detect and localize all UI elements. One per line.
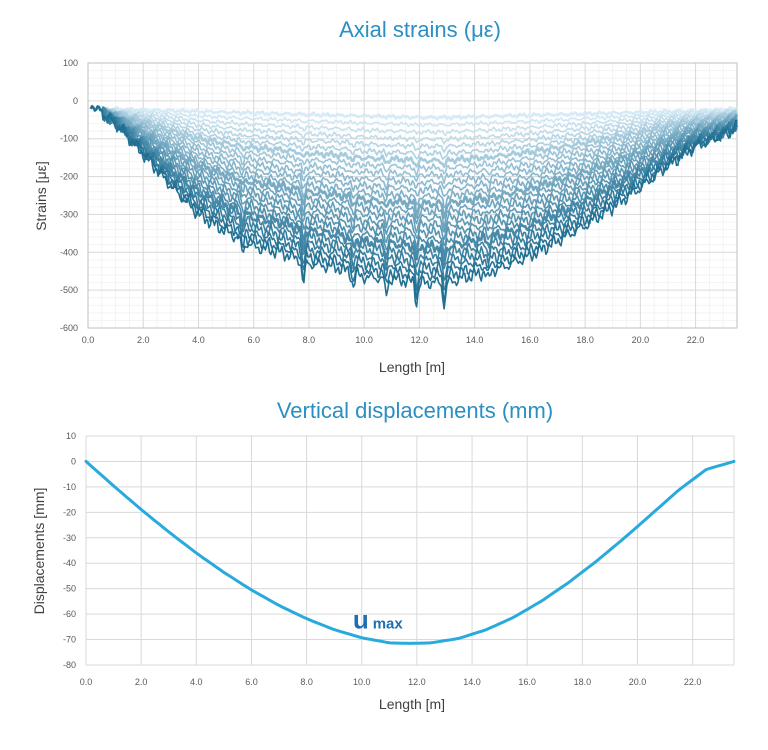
strain-series-line [90,105,738,198]
x-tick-label: 0.0 [82,335,95,345]
x-tick-label: 14.0 [463,677,481,687]
x-tick-label: 8.0 [300,677,313,687]
x-tick-label: 12.0 [408,677,426,687]
y-tick-label: -30 [63,533,76,543]
y-tick-label: -500 [60,285,78,295]
y-tick-label: -100 [60,134,78,144]
x-tick-label: 18.0 [574,677,592,687]
series-group [89,104,739,310]
y-tick-label: -20 [63,507,76,517]
x-tick-label: 8.0 [303,335,316,345]
strain-series-line [90,105,738,310]
annotation-umax: u max [353,605,404,635]
strain-series-line [90,105,737,250]
y-axis-label: Strains [με] [33,161,49,231]
x-tick-label: 6.0 [247,335,260,345]
x-tick-label: 10.0 [353,677,371,687]
x-axis-label: Length [m] [379,359,445,375]
y-tick-label: -80 [63,660,76,670]
x-tick-label: 22.0 [684,677,702,687]
x-tick-label: 12.0 [411,335,429,345]
x-tick-label: 6.0 [245,677,258,687]
x-tick-labels: 0.0 2.0 4.0 6.0 8.0 10.0 12.0 14.0 16.0 18.0 20.0 2… [80,677,702,687]
strain-series-line [89,104,739,219]
y-tick-label: -600 [60,323,78,333]
y-tick-label: -10 [63,482,76,492]
x-tick-label: 22.0 [687,335,705,345]
strain-series-line [90,105,738,234]
strain-series-line [90,105,738,128]
y-tick-label: 100 [63,58,78,68]
y-tick-label: 0 [73,96,78,106]
y-tick-label: -60 [63,609,76,619]
strain-series-line [90,105,738,153]
y-tick-labels: 10 0 -10 -20 -30 -40 -50 -60 -70 -80 [63,431,76,670]
y-axis-label: Displacements [mm] [31,488,47,615]
x-tick-label: 20.0 [632,335,650,345]
strain-series-line [90,105,738,160]
y-tick-label: 10 [66,431,76,441]
strains-chart: Axial strains (με) 0.0 2.0 4.0 6.0 8.0 10.0 12… [33,17,739,375]
y-tick-label: -200 [60,172,78,182]
strain-series-line [90,105,738,137]
displacements-chart: Vertical displacements (mm) 0.0 2.0 4.0 6.0… [31,398,736,712]
x-tick-label: 4.0 [192,335,205,345]
x-tick-label: 18.0 [576,335,594,345]
strain-series-line [90,105,738,178]
strain-series-line [90,105,738,230]
strain-series-line [90,105,738,145]
x-axis-label: Length [m] [379,696,445,712]
plot-area [86,436,734,665]
x-tick-label: 0.0 [80,677,93,687]
strain-series-line [90,105,738,270]
y-tick-label: 0 [71,456,76,466]
x-tick-label: 4.0 [190,677,203,687]
chart-title: Axial strains (με) [339,17,501,42]
x-tick-label: 16.0 [521,335,539,345]
strain-series-line [90,105,738,306]
y-tick-label: -50 [63,584,76,594]
y-tick-labels: 100 0 -100 -200 -300 -400 -500 -600 [60,58,78,333]
x-tick-label: 14.0 [466,335,484,345]
chart-title: Vertical displacements (mm) [277,398,553,423]
y-tick-label: -70 [63,635,76,645]
x-tick-label: 20.0 [629,677,647,687]
strain-series-line [90,105,738,257]
strain-series-line [90,105,738,191]
gridlines [85,435,735,666]
series-group [84,459,736,645]
y-tick-label: -300 [60,209,78,219]
y-tick-label: -400 [60,247,78,257]
strain-series-line [89,104,739,266]
x-tick-label: 16.0 [518,677,536,687]
x-tick-label: 2.0 [137,335,150,345]
y-tick-label: -40 [63,558,76,568]
x-tick-label: 2.0 [135,677,148,687]
plot-border [87,62,738,329]
strain-series-line [89,104,738,168]
x-tick-labels: 0.0 2.0 4.0 6.0 8.0 10.0 12.0 14.0 16.0 18.0 20.0 2… [82,335,705,345]
strain-series-line [90,105,738,185]
displacement-series-line [84,459,736,645]
strain-series-line [89,104,738,121]
x-tick-label: 10.0 [355,335,373,345]
